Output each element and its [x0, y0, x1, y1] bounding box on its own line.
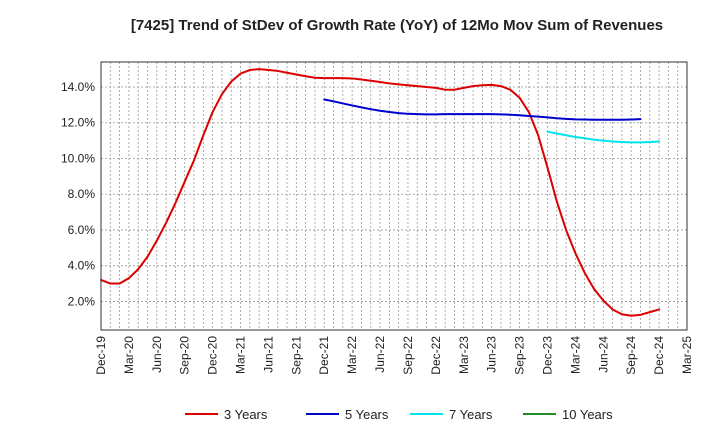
series-line-7-years	[546, 130, 661, 144]
chart-title: [7425] Trend of StDev of Growth Rate (Yo…	[131, 17, 663, 34]
x-tick-label: Dec-19	[94, 336, 108, 375]
series-line-5-years	[323, 98, 642, 121]
y-tick-label: 4.0%	[68, 259, 96, 273]
legend-label: 10 Years	[562, 407, 613, 422]
x-tick-label: Sep-21	[289, 336, 303, 375]
legend: 3 Years 5 Years 7 Years 10 Years	[185, 407, 613, 422]
x-tick-label: Mar-24	[568, 336, 582, 374]
x-tick-label: Mar-20	[122, 336, 136, 374]
x-tick-label: Dec-24	[652, 336, 666, 375]
legend-label: 3 Years	[224, 407, 268, 422]
x-tick-label: Dec-22	[429, 336, 443, 375]
legend-label: 7 Years	[449, 407, 493, 422]
legend-label: 5 Years	[345, 407, 389, 422]
x-tick-label: Sep-20	[178, 336, 192, 375]
x-tick-label: Jun-21	[261, 336, 275, 373]
x-tick-label: Sep-23	[513, 336, 527, 375]
x-tick-label: Mar-25	[680, 336, 694, 374]
y-tick-label: 10.0%	[61, 151, 95, 165]
x-tick-label: Jun-23	[485, 336, 499, 373]
x-tick-label: Jun-22	[373, 336, 387, 373]
y-tick-label: 8.0%	[68, 187, 96, 201]
x-tick-label: Mar-21	[234, 336, 248, 374]
x-tick-label: Jun-20	[150, 336, 164, 373]
y-tick-label: 12.0%	[61, 116, 95, 130]
y-axis: 2.0% 4.0% 6.0% 8.0% 10.0% 12.0% 14.0%	[61, 80, 95, 308]
grid	[101, 62, 687, 330]
y-tick-label: 14.0%	[61, 80, 95, 94]
x-tick-label: Dec-21	[317, 336, 331, 375]
y-tick-label: 6.0%	[68, 223, 96, 237]
x-tick-label: Mar-22	[345, 336, 359, 374]
series-lines	[100, 68, 661, 317]
x-tick-label: Sep-24	[624, 336, 638, 375]
x-tick-label: Mar-23	[457, 336, 471, 374]
plot-frame	[100, 61, 688, 331]
x-tick-label: Jun-24	[596, 336, 610, 373]
x-tick-label: Sep-22	[401, 336, 415, 375]
x-tick-label: Dec-20	[206, 336, 220, 375]
x-tick-label: Dec-23	[540, 336, 554, 375]
series-line-3-years	[100, 68, 661, 317]
x-axis: Dec-19 Mar-20 Jun-20 Sep-20 Dec-20 Mar-21 Jun-…	[94, 336, 694, 375]
y-tick-label: 2.0%	[68, 294, 96, 308]
